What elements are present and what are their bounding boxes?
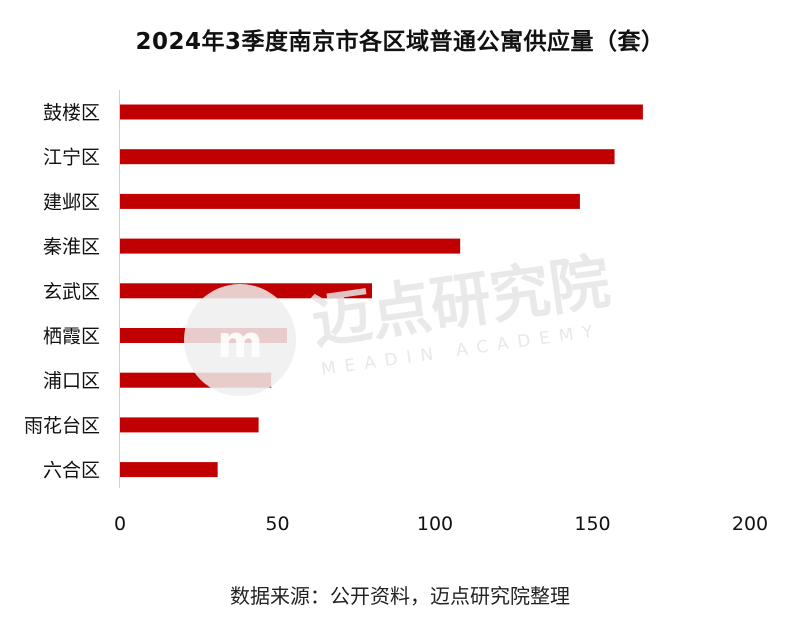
category-label: 六合区 [43,460,100,482]
bar-4 [120,238,461,254]
bar-1 [120,104,643,120]
chart-title: 2024年3季度南京市各区域普通公寓供应量（套） [135,29,665,55]
data-source-note: 数据来源：公开资料，迈点研究院整理 [230,584,570,608]
bar-2 [120,149,615,165]
bar-8 [120,417,259,433]
category-label: 雨花台区 [24,415,100,437]
x-tick-label: 100 [417,513,453,535]
bar-7 [120,372,272,388]
category-label: 玄武区 [43,281,100,303]
category-label: 秦淮区 [43,236,100,258]
x-tick-label: 0 [114,513,126,535]
bar-3 [120,193,580,209]
x-tick-labels: 0 50 100 150 200 [114,513,768,535]
x-tick-label: 50 [265,513,289,535]
category-label: 建邺区 [43,191,100,213]
bars-group [120,104,643,478]
category-label: 江宁区 [43,147,100,169]
bar-9 [120,462,218,478]
x-tick-label: 200 [732,513,768,535]
bar-5 [120,283,372,299]
category-label: 浦口区 [43,370,100,392]
category-label: 鼓楼区 [43,102,100,124]
category-label: 栖霞区 [43,326,100,348]
bar-6 [120,328,287,343]
x-tick-label: 150 [574,513,610,535]
